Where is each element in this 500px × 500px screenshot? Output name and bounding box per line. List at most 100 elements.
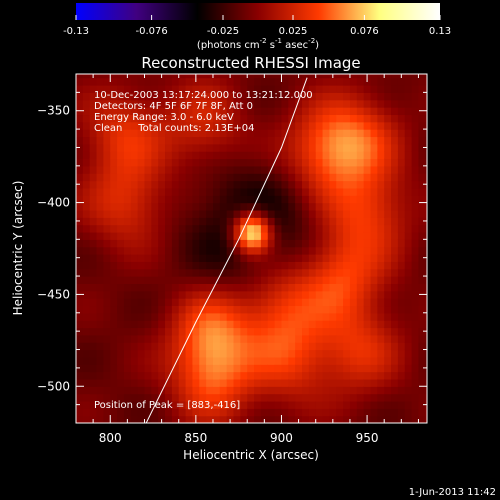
heatmap-cell [130,254,139,262]
heatmap-cell [137,320,146,329]
heatmap-cell [117,217,125,226]
heatmap-cell [343,378,351,387]
heatmap-cell [226,173,235,182]
heatmap-cell [425,85,427,93]
heatmap-cell [418,246,426,255]
heatmap-cell [274,276,283,284]
heatmap-cell [377,349,385,358]
heatmap-cell [418,217,426,226]
heatmap-cell [199,327,207,336]
heatmap-cell [89,386,98,395]
heatmap-cell [96,74,104,79]
heatmap-cell [363,136,372,145]
heatmap-cell [240,356,248,365]
heatmap-cell [349,320,358,329]
heatmap-cell [322,202,331,211]
y-axis-label: Heliocentric Y (arcsec) [11,181,25,316]
heatmap-cell [397,129,406,138]
heatmap-cell [377,298,385,307]
heatmap-cell [349,408,358,417]
heatmap-cell [267,202,276,211]
heatmap-cell [295,195,303,204]
heatmap-cell [192,239,200,248]
heatmap-cell [76,136,84,145]
heatmap-cell [404,378,413,387]
heatmap-cell [391,305,399,314]
heatmap-cell [322,136,331,145]
heatmap-cell [233,356,241,365]
heatmap-cell [343,143,351,152]
heatmap-cell [343,356,351,365]
heatmap-cell [254,129,262,138]
heatmap-cell [89,305,98,314]
heatmap-cell [130,173,139,182]
heatmap-cell [226,371,235,380]
heatmap-cell [370,209,378,218]
heatmap-cell [356,393,365,402]
heatmap-cell [165,356,173,365]
heatmap-cell [130,320,139,329]
heatmap-cell [363,364,372,373]
heatmap-cell [158,268,166,277]
heatmap-cell [391,173,399,182]
heatmap-cell [363,356,372,365]
heatmap-cell [391,415,399,423]
heatmap-cell [329,143,337,152]
heatmap-cell [212,298,221,307]
heatmap-cell [356,400,365,409]
heatmap-cell [137,349,146,358]
heatmap-cell [349,121,358,130]
heatmap-cell [206,202,214,211]
heatmap-cell [370,268,378,277]
heatmap-cell [377,187,385,196]
heatmap-cell [281,151,289,160]
heatmap-cell [254,386,262,395]
heatmap-cell [199,231,207,240]
heatmap-cell [397,276,406,284]
heatmap-cell [315,356,324,365]
heatmap-cell [233,393,241,402]
heatmap-cell [397,327,406,336]
heatmap-cell [96,99,104,108]
heatmap-cell [199,209,207,218]
heatmap-cell [322,121,331,130]
heatmap-cell [336,129,344,138]
heatmap-cell [171,327,180,336]
heatmap-cell [103,356,111,365]
heatmap-cell [103,320,111,329]
heatmap-cell [137,393,146,402]
heatmap-cell [254,268,262,277]
heatmap-cell [411,415,420,423]
heatmap-cell [391,158,399,167]
heatmap-cell [89,312,98,321]
heatmap-cell [192,121,200,130]
heatmap-cell [308,364,317,373]
heatmap-cell [308,268,317,277]
heatmap-cell [370,415,378,423]
heatmap-cell [123,195,132,204]
heatmap-cell [165,173,173,182]
heatmap-cell [302,158,310,167]
heatmap-cell [151,415,159,423]
heatmap-cell [363,165,372,174]
heatmap-cell [336,415,344,423]
heatmap-cell [384,209,392,218]
heatmap-cell [247,129,255,138]
heatmap-cell [247,320,255,329]
heatmap-cell [233,224,241,233]
heatmap-cell [212,187,221,196]
heatmap-cell [212,173,221,182]
heatmap-cell [123,114,132,123]
heatmap-cell [240,268,248,277]
heatmap-cell [165,298,173,307]
heatmap-cell [267,254,276,262]
heatmap-cell [295,129,303,138]
heatmap-cell [397,107,406,116]
heatmap-cell [274,231,283,240]
heatmap-cell [76,356,84,365]
heatmap-cell [391,77,399,86]
heatmap-cell [103,92,111,101]
heatmap-cell [137,85,146,93]
heatmap-cell [103,400,111,409]
heatmap-cell [123,290,132,299]
